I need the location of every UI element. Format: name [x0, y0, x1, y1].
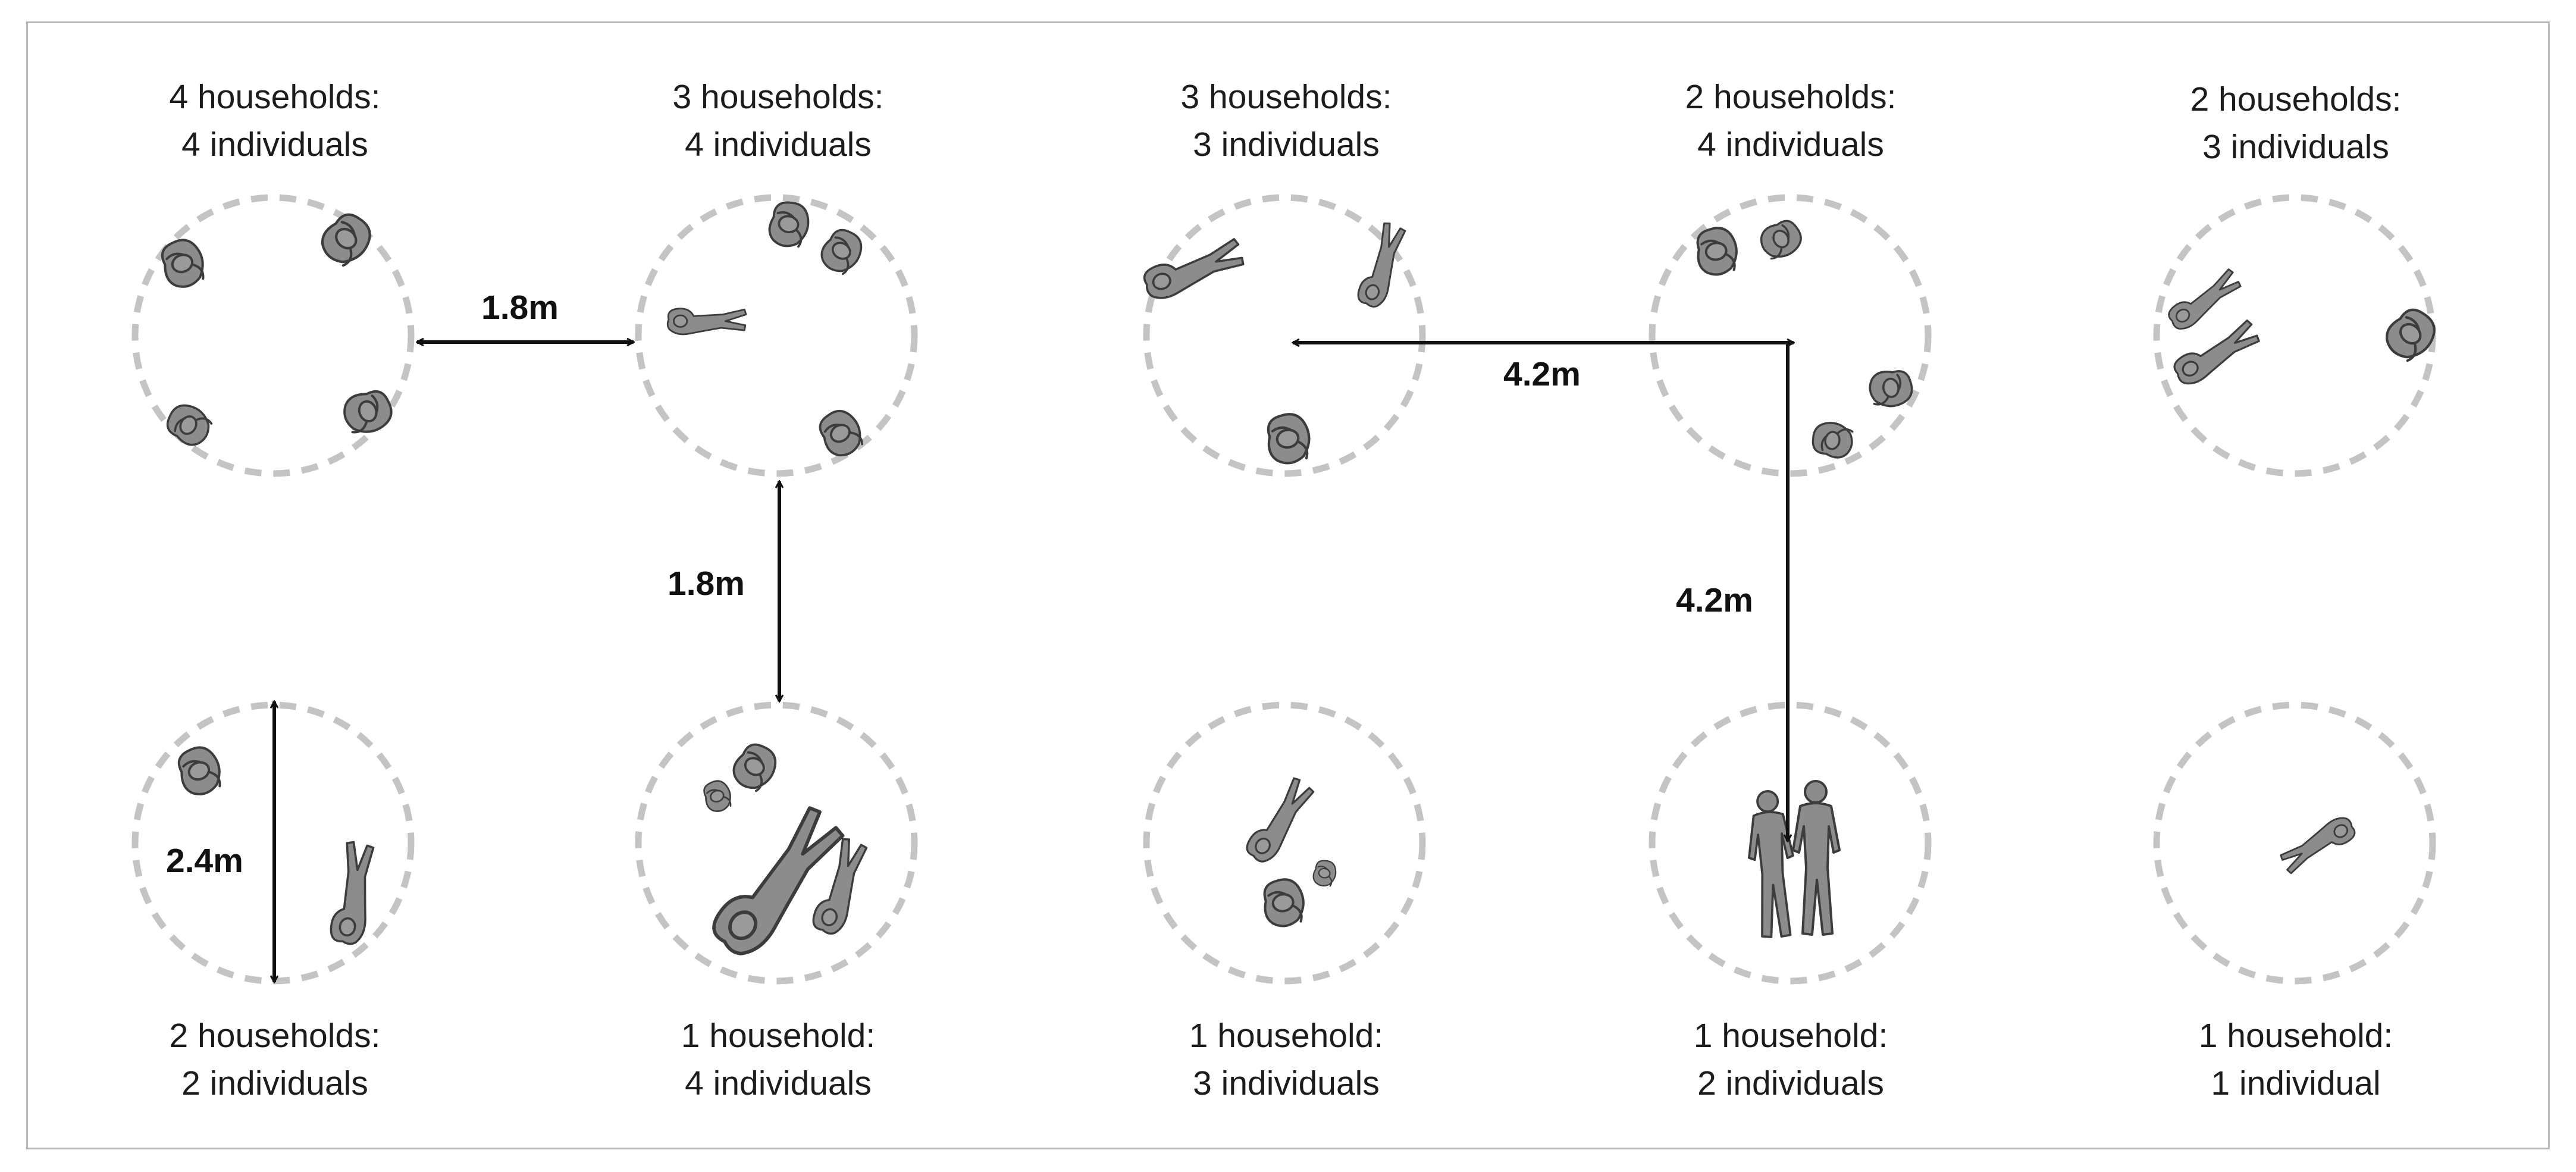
- person-top-view-icon: [315, 208, 378, 271]
- group-label: 3 households: 3 individuals: [1180, 78, 1392, 164]
- person-top-view-icon: [1139, 236, 1248, 304]
- group-label: 4 households: 4 individuals: [169, 78, 381, 164]
- group-label: 1 household: 3 individuals: [1189, 1017, 1384, 1102]
- group-label: 1 household: 4 individuals: [681, 1017, 876, 1102]
- person-top-view-icon: [2276, 812, 2359, 876]
- person-top-view-icon: [1354, 220, 1411, 311]
- group-label: 2 households: 2 individuals: [169, 1017, 381, 1102]
- distancing-diagram: [131, 194, 2552, 985]
- person-top-view-icon: [2164, 267, 2245, 335]
- person-top-view-icon: [327, 839, 380, 947]
- diagram-frame: 4 households: 4 individuals 3 households…: [26, 21, 2550, 1149]
- group-circles: [131, 194, 2436, 985]
- person-top-view-icon: [172, 741, 227, 801]
- person-top-view-icon: [1809, 419, 1856, 461]
- group-label: 3 households: 4 individuals: [672, 78, 884, 164]
- circle-g8: [1143, 701, 1426, 985]
- group-label: 1 household: 1 individual: [2198, 1017, 2393, 1102]
- circle-g1: [131, 194, 415, 477]
- circle-g7: [635, 701, 918, 985]
- dimension-label-horizontal-left: 1.8m: [481, 289, 559, 327]
- group-label: 1 household: 2 individuals: [1693, 1017, 1888, 1102]
- standing-person-icon: [1792, 780, 1841, 936]
- circle-g9: [1649, 701, 1932, 985]
- person-top-view-icon: [766, 198, 813, 250]
- person-top-view-icon: [1259, 875, 1309, 930]
- person-top-view-icon: [666, 308, 747, 336]
- dimension-label-vertical-right: 4.2m: [1676, 581, 1753, 619]
- person-top-view-icon: [155, 233, 211, 293]
- person-top-view-icon: [815, 223, 869, 280]
- person-top-view-icon: [813, 403, 870, 463]
- dimension-label-vertical-left: 1.8m: [667, 565, 745, 603]
- person-top-view-icon: [726, 737, 784, 797]
- group-label: 2 households: 3 individuals: [2190, 80, 2402, 166]
- person-top-view-icon: [1692, 224, 1742, 279]
- circle-g10: [2153, 701, 2436, 985]
- dimension-label-diameter: 2.4m: [166, 842, 243, 880]
- circle-g4: [1649, 194, 1932, 477]
- person-top-view-icon: [700, 776, 736, 816]
- person-top-view-icon: [706, 804, 851, 963]
- group-label: 2 households: 4 individuals: [1685, 78, 1897, 164]
- circle-g3: [1143, 194, 1426, 477]
- person-top-view-icon: [1242, 775, 1320, 868]
- person-top-view-icon: [1754, 214, 1808, 265]
- person-top-view-icon: [338, 384, 398, 440]
- dimension-arrows: [274, 342, 1794, 982]
- person-top-view-icon: [161, 397, 217, 452]
- person-top-view-icon: [1311, 858, 1339, 889]
- person-top-view-icon: [1264, 411, 1314, 466]
- circle-g2: [635, 194, 918, 477]
- circle-g6: [131, 701, 415, 985]
- dimension-label-horizontal-right: 4.2m: [1503, 355, 1581, 393]
